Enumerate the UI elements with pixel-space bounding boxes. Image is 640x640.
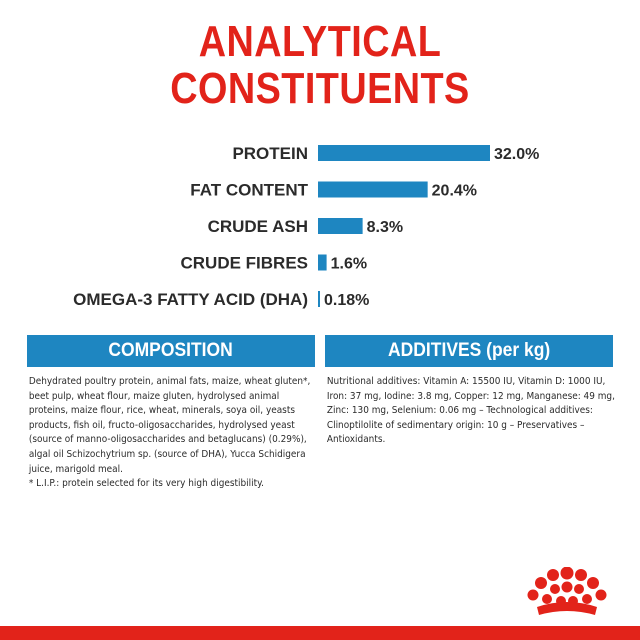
composition-footnote: * L.I.P.: protein selected for its very … [28, 478, 264, 490]
bar [318, 254, 327, 271]
page-title: ANALYTICAL CONSTITUENTS [45, 18, 595, 112]
title-line-2: CONSTITUENTS [170, 64, 470, 113]
category-label: CRUDE FIBRES [180, 254, 308, 273]
bar [318, 181, 428, 198]
composition-text: Dehydrated poultry protein, animal fats,… [28, 376, 311, 475]
category-label: OMEGA-3 FATTY ACID (DHA) [73, 290, 308, 309]
additives-text: Nutritional additives: Vitamin A: 15500 … [326, 376, 615, 446]
composition-body: Dehydrated poultry protein, animal fats,… [27, 367, 321, 492]
category-label: CRUDE ASH [208, 217, 308, 236]
bar [318, 291, 320, 307]
footer-bar [0, 626, 640, 640]
title-line-1: ANALYTICAL [198, 17, 442, 66]
crown-icon [527, 567, 607, 615]
composition-panel: COMPOSITION Dehydrated poultry protein, … [27, 335, 315, 492]
additives-body: Nutritional additives: Vitamin A: 15500 … [325, 367, 619, 448]
additives-heading-text: ADDITIVES (per kg) [387, 340, 551, 361]
value-label: 20.4% [432, 183, 477, 200]
value-label: 1.6% [331, 256, 367, 273]
bar [318, 145, 490, 161]
additives-heading: ADDITIVES (per kg) [325, 335, 613, 367]
value-label: 32.0% [494, 146, 539, 163]
value-label: 0.18% [324, 292, 369, 309]
category-label: FAT CONTENT [190, 181, 308, 200]
additives-panel: ADDITIVES (per kg) Nutritional additives… [325, 335, 615, 448]
bar [318, 218, 363, 234]
value-label: 8.3% [367, 219, 403, 236]
composition-heading-text: COMPOSITION [108, 340, 234, 361]
category-label: PROTEIN [232, 144, 308, 163]
analytical-constituents-chart: PROTEIN 32.0% FAT CONTENT 20.4% CRUDE ASH 8.3… [73, 144, 539, 309]
composition-heading: COMPOSITION [27, 335, 315, 367]
